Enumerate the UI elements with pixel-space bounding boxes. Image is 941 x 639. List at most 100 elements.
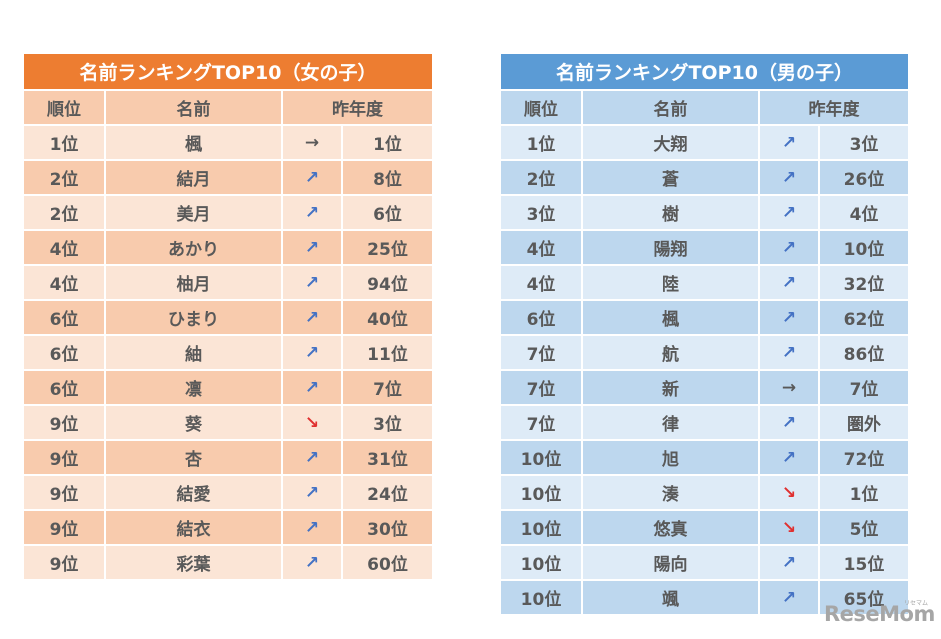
rank-cell: 1位 bbox=[24, 126, 106, 161]
name-cell: 美月 bbox=[106, 196, 283, 231]
table-row: 2位 結月 ↗ 8位 bbox=[24, 161, 432, 196]
last-year-cell: 6位 bbox=[343, 196, 432, 231]
last-year-cell: 62位 bbox=[820, 301, 908, 336]
name-cell: 蒼 bbox=[583, 161, 760, 196]
girls-header-last-year: 昨年度 bbox=[283, 91, 432, 126]
name-cell: あかり bbox=[106, 231, 283, 266]
name-cell: 陽翔 bbox=[583, 231, 760, 266]
last-year-cell: 25位 bbox=[343, 231, 432, 266]
name-cell: 柚月 bbox=[106, 266, 283, 301]
last-year-cell: 15位 bbox=[820, 546, 908, 581]
trend-arrow-icon: ↗ bbox=[283, 231, 343, 266]
rank-cell: 7位 bbox=[501, 336, 583, 371]
name-cell: 大翔 bbox=[583, 126, 760, 161]
last-year-cell: 3位 bbox=[343, 406, 432, 441]
girls-ranking-table: 名前ランキングTOP10（女の子） 順位 名前 昨年度 1位楓 → 1位 2位 結月 ↗ 8… bbox=[24, 54, 432, 581]
boys-header-rank: 順位 bbox=[501, 91, 583, 126]
last-year-cell: 30位 bbox=[343, 511, 432, 546]
name-cell: 陸 bbox=[583, 266, 760, 301]
last-year-cell: 1位 bbox=[820, 476, 908, 511]
last-year-cell: 31位 bbox=[343, 441, 432, 476]
last-year-cell: 26位 bbox=[820, 161, 908, 196]
table-row: 10位 陽向 ↗ 15位 bbox=[501, 546, 908, 581]
rank-cell: 10位 bbox=[501, 511, 583, 546]
trend-arrow-icon: → bbox=[760, 371, 820, 406]
rank-cell: 2位 bbox=[24, 161, 106, 196]
name-cell: 紬 bbox=[106, 336, 283, 371]
table-row: 10位湊 ↘ 1位 bbox=[501, 476, 908, 511]
last-year-cell: 圏外 bbox=[820, 406, 908, 441]
rank-cell: 4位 bbox=[24, 231, 106, 266]
boys-ranking-table: 名前ランキングTOP10（男の子） 順位 名前 昨年度 1位 大翔 ↗ 3位 2位蒼 ↗ 2… bbox=[501, 54, 908, 616]
name-cell: 杏 bbox=[106, 441, 283, 476]
last-year-cell: 8位 bbox=[343, 161, 432, 196]
table-row: 9位杏 ↗ 31位 bbox=[24, 441, 432, 476]
rank-cell: 2位 bbox=[501, 161, 583, 196]
last-year-cell: 10位 bbox=[820, 231, 908, 266]
rank-cell: 9位 bbox=[24, 476, 106, 511]
rank-cell: 2位 bbox=[24, 196, 106, 231]
table-row: 6位 ひまり ↗ 40位 bbox=[24, 301, 432, 336]
name-cell: 陽向 bbox=[583, 546, 760, 581]
table-row: 4位 陽翔 ↗ 10位 bbox=[501, 231, 908, 266]
table-row: 4位陸 ↗ 32位 bbox=[501, 266, 908, 301]
table-row: 6位紬 ↗ 11位 bbox=[24, 336, 432, 371]
name-cell: 旭 bbox=[583, 441, 760, 476]
rank-cell: 10位 bbox=[501, 441, 583, 476]
name-cell: 悠真 bbox=[583, 511, 760, 546]
rank-cell: 9位 bbox=[24, 441, 106, 476]
trend-arrow-icon: ↗ bbox=[760, 441, 820, 476]
name-cell: 凛 bbox=[106, 371, 283, 406]
table-row: 2位蒼 ↗ 26位 bbox=[501, 161, 908, 196]
name-cell: 葵 bbox=[106, 406, 283, 441]
girls-table-title: 名前ランキングTOP10（女の子） bbox=[24, 54, 432, 91]
trend-arrow-icon: ↘ bbox=[760, 511, 820, 546]
table-row: 10位颯 ↗ 65位 bbox=[501, 581, 908, 616]
table-row: 9位 結愛 ↗ 24位 bbox=[24, 476, 432, 511]
name-cell: 颯 bbox=[583, 581, 760, 616]
trend-arrow-icon: ↗ bbox=[760, 301, 820, 336]
rank-cell: 10位 bbox=[501, 546, 583, 581]
trend-arrow-icon: ↗ bbox=[760, 581, 820, 616]
name-cell: 彩葉 bbox=[106, 546, 283, 581]
last-year-cell: 7位 bbox=[820, 371, 908, 406]
trend-arrow-icon: ↘ bbox=[283, 406, 343, 441]
table-row: 4位 柚月 ↗ 94位 bbox=[24, 266, 432, 301]
boys-table-title: 名前ランキングTOP10（男の子） bbox=[501, 54, 908, 91]
rank-cell: 10位 bbox=[501, 476, 583, 511]
name-cell: ひまり bbox=[106, 301, 283, 336]
trend-arrow-icon: → bbox=[283, 126, 343, 161]
rank-cell: 7位 bbox=[501, 371, 583, 406]
trend-arrow-icon: ↗ bbox=[283, 266, 343, 301]
table-row: 9位 結衣 ↗ 30位 bbox=[24, 511, 432, 546]
name-cell: 樹 bbox=[583, 196, 760, 231]
name-cell: 楓 bbox=[583, 301, 760, 336]
table-row: 9位葵 ↘ 3位 bbox=[24, 406, 432, 441]
rank-cell: 4位 bbox=[501, 266, 583, 301]
last-year-cell: 11位 bbox=[343, 336, 432, 371]
rank-cell: 6位 bbox=[501, 301, 583, 336]
table-row: 2位 美月 ↗ 6位 bbox=[24, 196, 432, 231]
rank-cell: 9位 bbox=[24, 546, 106, 581]
last-year-cell: 4位 bbox=[820, 196, 908, 231]
last-year-cell: 65位 bbox=[820, 581, 908, 616]
trend-arrow-icon: ↗ bbox=[760, 126, 820, 161]
trend-arrow-icon: ↗ bbox=[283, 161, 343, 196]
table-row: 1位 大翔 ↗ 3位 bbox=[501, 126, 908, 161]
trend-arrow-icon: ↗ bbox=[760, 161, 820, 196]
rank-cell: 9位 bbox=[24, 406, 106, 441]
name-cell: 楓 bbox=[106, 126, 283, 161]
name-cell: 律 bbox=[583, 406, 760, 441]
table-row: 3位樹 ↗ 4位 bbox=[501, 196, 908, 231]
last-year-cell: 1位 bbox=[343, 126, 432, 161]
trend-arrow-icon: ↗ bbox=[283, 371, 343, 406]
rank-cell: 4位 bbox=[24, 266, 106, 301]
rank-cell: 9位 bbox=[24, 511, 106, 546]
rank-cell: 1位 bbox=[501, 126, 583, 161]
last-year-cell: 3位 bbox=[820, 126, 908, 161]
girls-header-name: 名前 bbox=[106, 91, 283, 126]
boys-header-last-year: 昨年度 bbox=[760, 91, 908, 126]
trend-arrow-icon: ↗ bbox=[760, 231, 820, 266]
last-year-cell: 5位 bbox=[820, 511, 908, 546]
name-cell: 結衣 bbox=[106, 511, 283, 546]
